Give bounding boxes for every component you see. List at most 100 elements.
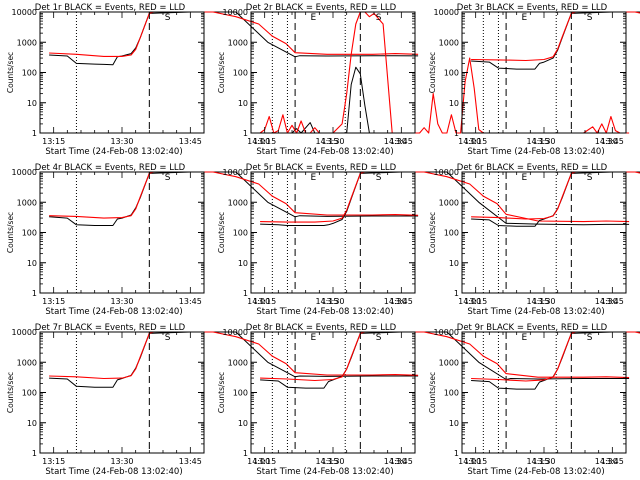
plot-frame [250, 331, 416, 454]
marker-s: S [165, 13, 171, 23]
y-axis-label: Counts/sec [6, 212, 15, 253]
y-tick-label: 10 [238, 419, 248, 428]
x-tick-label: 13:30 [321, 137, 344, 146]
y-tick-label: 1 [454, 289, 459, 298]
x-tick-label: 13:15 [42, 297, 65, 306]
x-tick-label: 14:30 [384, 457, 407, 466]
x-tick-label: 13:45 [390, 457, 413, 466]
plot-frame [250, 171, 416, 294]
panel-det-8r: Det 8r BLACK = Events, RED = LLD 1 10 100 10… [217, 323, 630, 477]
y-tick-label: 10 [27, 99, 37, 108]
x-tick-label: 13:45 [601, 137, 624, 146]
x-tick-label: 13:15 [464, 457, 487, 466]
y-axis-label: Counts/sec [6, 52, 15, 93]
x-tick-label: 13:30 [110, 297, 133, 306]
x-tick-label: 13:30 [110, 137, 133, 146]
y-tick-label: 10000 [434, 8, 459, 17]
x-tick-label: 14:00 [458, 457, 481, 466]
x-tick-label: 13:15 [464, 297, 487, 306]
y-axis-label: Counts/sec [217, 52, 226, 93]
plot-frame [461, 11, 627, 134]
y-tick-label: 10000 [223, 328, 248, 337]
series-events-line [471, 171, 640, 227]
plot-frame [461, 331, 627, 454]
marker-s: S [376, 13, 382, 23]
y-tick-label: 100 [444, 229, 459, 238]
y-tick-label: 1 [32, 129, 37, 138]
panel-det-1r: Det 1r BLACK = Events, RED = LLD 1 10 100 10… [6, 3, 419, 157]
x-tick-label: 13:30 [321, 457, 344, 466]
x-tick-label: 13:15 [253, 457, 276, 466]
y-tick-label: 10000 [223, 8, 248, 17]
x-tick-label: 13:15 [253, 297, 276, 306]
panel-det-4r: Det 4r BLACK = Events, RED = LLD 1 10 100 10… [6, 163, 419, 317]
x-tick-label: 13:45 [601, 297, 624, 306]
marker-s: S [587, 333, 593, 343]
y-tick-label: 100 [233, 229, 248, 238]
panel-title: Det 3r BLACK = Events, RED = LLD [457, 3, 608, 13]
y-tick-label: 1000 [439, 38, 459, 47]
y-tick-label: 100 [444, 389, 459, 398]
y-tick-label: 10 [238, 259, 248, 268]
panel-title: Det 4r BLACK = Events, RED = LLD [35, 163, 186, 173]
plot-frame [39, 331, 205, 454]
y-tick-label: 1000 [17, 358, 37, 367]
y-tick-label: 1000 [228, 358, 248, 367]
series-lld-line [49, 171, 419, 219]
panel-title: Det 5r BLACK = Events, RED = LLD [246, 163, 397, 173]
x-axis-label: Start Time (24-Feb-08 13:02:40) [467, 307, 604, 317]
y-tick-label: 100 [22, 389, 37, 398]
x-axis-label: Start Time (24-Feb-08 13:02:40) [256, 147, 393, 157]
x-tick-label: 14:15 [526, 137, 549, 146]
panel-det-2r: Det 2r BLACK = Events, RED = LLD 1 10 100 10… [217, 3, 630, 157]
x-tick-label: 14:30 [384, 137, 407, 146]
x-tick-label: 13:30 [110, 457, 133, 466]
y-axis-label: Counts/sec [6, 372, 15, 413]
y-tick-label: 10 [27, 259, 37, 268]
y-tick-label: 1000 [17, 38, 37, 47]
y-tick-label: 10 [27, 419, 37, 428]
y-tick-label: 10000 [12, 168, 37, 177]
x-tick-label: 13:15 [464, 137, 487, 146]
x-tick-label: 14:00 [247, 457, 270, 466]
panel-title: Det 6r BLACK = Events, RED = LLD [457, 163, 608, 173]
x-axis-label: Start Time (24-Feb-08 13:02:40) [256, 307, 393, 317]
y-tick-label: 10 [238, 99, 248, 108]
x-tick-label: 14:30 [384, 297, 407, 306]
x-tick-label: 14:15 [526, 457, 549, 466]
x-axis-label: Start Time (24-Feb-08 13:02:40) [45, 307, 182, 317]
marker-s: S [165, 333, 171, 343]
x-axis-label: Start Time (24-Feb-08 13:02:40) [256, 467, 393, 477]
y-tick-label: 1 [243, 129, 248, 138]
y-tick-label: 10 [449, 99, 459, 108]
x-axis-label: Start Time (24-Feb-08 13:02:40) [45, 467, 182, 477]
y-tick-label: 1 [32, 289, 37, 298]
x-axis-label: Start Time (24-Feb-08 13:02:40) [467, 147, 604, 157]
marker-e: E [310, 173, 316, 183]
x-tick-label: 13:15 [253, 137, 276, 146]
x-tick-label: 13:30 [532, 137, 555, 146]
plot-frame [39, 11, 205, 134]
x-tick-label: 13:45 [390, 297, 413, 306]
y-tick-label: 10 [449, 259, 459, 268]
marker-e: E [521, 13, 527, 23]
x-axis-label: Start Time (24-Feb-08 13:02:40) [45, 147, 182, 157]
x-tick-label: 14:30 [595, 457, 618, 466]
x-tick-label: 13:45 [179, 137, 202, 146]
series-events-line [471, 331, 640, 390]
y-tick-label: 1000 [228, 38, 248, 47]
y-tick-label: 1 [243, 449, 248, 458]
panel-title: Det 2r BLACK = Events, RED = LLD [246, 3, 397, 13]
x-tick-label: 13:30 [321, 297, 344, 306]
marker-e: E [521, 333, 527, 343]
x-axis-label: Start Time (24-Feb-08 13:02:40) [467, 467, 604, 477]
y-tick-label: 1000 [228, 198, 248, 207]
x-tick-label: 13:15 [42, 457, 65, 466]
y-tick-label: 10000 [12, 328, 37, 337]
marker-e: E [310, 13, 316, 23]
panel-det-3r: Det 3r BLACK = Events, RED = LLD 1 10 100 10… [428, 3, 640, 157]
x-tick-label: 14:00 [247, 297, 270, 306]
panel-det-5r: Det 5r BLACK = Events, RED = LLD 1 10 100 10… [217, 163, 630, 317]
y-tick-label: 1000 [17, 198, 37, 207]
x-tick-label: 14:30 [595, 137, 618, 146]
